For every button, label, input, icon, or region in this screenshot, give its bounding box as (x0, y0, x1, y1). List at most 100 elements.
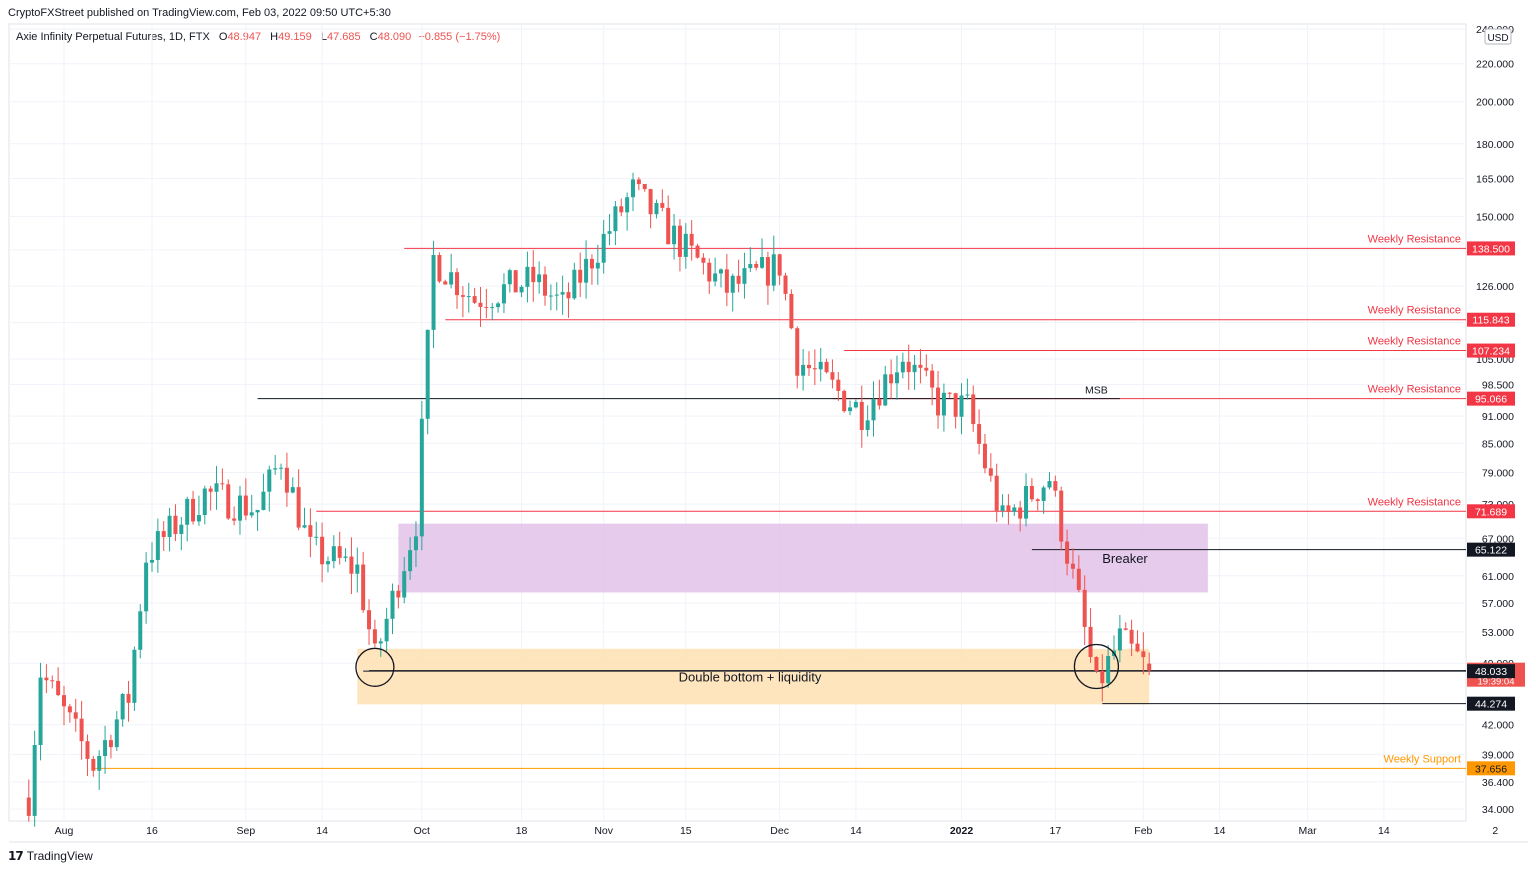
open-label: O (218, 31, 228, 43)
candle-body (296, 487, 301, 528)
candle-body (601, 233, 606, 263)
candle-body (947, 392, 952, 394)
candle-body (343, 556, 348, 558)
candlestick-series (26, 172, 1152, 827)
candle-body (490, 307, 495, 309)
candle-body (631, 179, 636, 198)
y-tick-label: 61.000 (1482, 571, 1514, 583)
candle-body (56, 680, 61, 696)
candle-body (595, 262, 600, 269)
candle-body (97, 756, 102, 771)
y-tick-label: 165.000 (1476, 174, 1514, 186)
candle-body (560, 292, 565, 295)
candle-body (701, 257, 706, 263)
candle-body (1117, 628, 1122, 651)
publisher-line: CryptoFXStreet published on TradingView.… (8, 7, 391, 19)
x-tick-label: 14 (1378, 825, 1390, 837)
tradingview-logo[interactable]: 𝟭𝟳 TradingView (8, 849, 93, 863)
candle-body (179, 524, 184, 534)
candle-body (1000, 505, 1005, 511)
horizontal-levels: Weekly Resistance Weekly Resistance Weekly… (93, 233, 1466, 769)
bar-countdown: 19:39:04 (1478, 677, 1515, 688)
close-label: C (369, 31, 378, 43)
candle-body (202, 488, 207, 516)
candle-body (50, 680, 55, 682)
candle-body (413, 536, 418, 551)
y-tick-label: 67.000 (1482, 533, 1514, 545)
candle-body (1041, 487, 1046, 502)
candle-body (842, 390, 847, 412)
candle-body (730, 275, 735, 293)
y-tick-label: 180.000 (1476, 139, 1514, 151)
candle-body (1012, 507, 1017, 512)
candle-body (314, 536, 319, 538)
candle-body (900, 361, 905, 373)
x-tick-label: Oct (414, 825, 430, 837)
candle-body (789, 293, 794, 329)
y-tick-label: 34.000 (1482, 804, 1514, 816)
y-tick-label: 53.000 (1482, 627, 1514, 639)
level-label: Weekly Support (1384, 753, 1461, 765)
candle-body (38, 677, 43, 746)
candle-body (62, 695, 66, 707)
candle-body (566, 292, 571, 299)
candle-body (279, 467, 284, 469)
candle-body (930, 370, 935, 388)
x-tick-label: 14 (850, 825, 862, 837)
candle-body (372, 629, 377, 644)
high-label: H (270, 31, 279, 43)
candle-body (226, 484, 231, 519)
x-tick-label: 17 (1050, 825, 1062, 837)
candle-body (337, 546, 342, 558)
candle-body (1135, 643, 1140, 652)
candle-body (765, 257, 770, 286)
msb-label: MSB (1085, 385, 1108, 397)
candle-body (290, 487, 295, 493)
price-tag-label: 44.274 (1475, 699, 1507, 711)
candle-body (1006, 505, 1011, 512)
candle-body (249, 512, 254, 516)
candle-body (425, 329, 430, 419)
candle-body (367, 610, 372, 630)
level-label: Weekly Resistance (1368, 233, 1461, 245)
candle-body (742, 268, 747, 284)
x-tick-label: 18 (516, 825, 528, 837)
low-label: L (320, 31, 327, 43)
candle-body (578, 269, 583, 283)
candle-body (894, 372, 899, 384)
candle-body (378, 641, 383, 644)
x-tick-label: 14 (1214, 825, 1226, 837)
time-axis[interactable]: Aug 16 Sep 14 Oct 18 Nov 15 Dec 14 2022 17 Feb 14 Mar 1… (55, 825, 1499, 837)
price-tag-label: 115.843 (1472, 315, 1509, 327)
y-tick-label: 42.000 (1482, 720, 1514, 732)
x-tick-label: Feb (1134, 825, 1152, 837)
candle-body (85, 741, 90, 759)
candle-body (795, 328, 800, 376)
candle-body (801, 364, 806, 376)
candle-body (754, 263, 759, 268)
candle-body (531, 266, 536, 283)
candle-body (554, 294, 559, 296)
candle-body (982, 443, 987, 469)
candle-body (994, 475, 999, 511)
candle-body (1094, 657, 1099, 672)
y-tick-label: 57.000 (1482, 598, 1514, 610)
candle-body (419, 418, 424, 537)
level-label: Weekly Resistance (1368, 336, 1461, 348)
candle-body (883, 374, 888, 406)
price-axis[interactable]: 240.000220.000200.000180.000165.000150.0… (1467, 24, 1525, 816)
candle-body (525, 266, 530, 287)
candle-body (988, 468, 993, 476)
price-tag-label: 37.656 (1475, 763, 1507, 775)
candle-body (953, 393, 958, 417)
candle-body (308, 525, 313, 537)
candle-body (173, 515, 178, 534)
currency-box[interactable] (1484, 28, 1512, 45)
candle-body (1088, 626, 1093, 658)
candle-body (355, 564, 360, 574)
x-tick-label: 14 (316, 825, 328, 837)
candle-body (384, 618, 389, 642)
candle-body (220, 483, 225, 485)
grid-lines (8, 23, 1528, 843)
